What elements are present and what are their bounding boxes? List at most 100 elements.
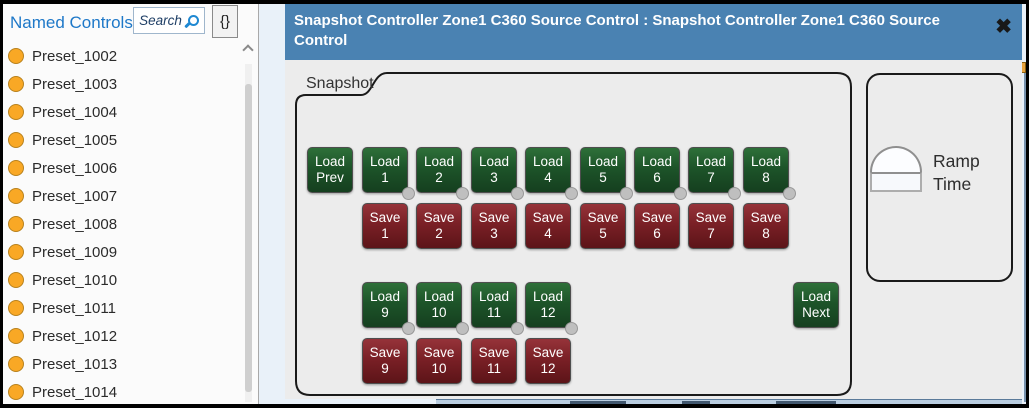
button-label-line: Save [478,345,510,360]
list-item[interactable]: Preset_1011 [3,294,241,322]
preset-label: Preset_1014 [32,383,118,401]
button-label-line: Save [532,210,564,225]
list-item[interactable]: Preset_1002 [3,42,241,70]
load-button[interactable]: Load 4 [525,147,571,193]
save-button[interactable]: Save 8 [743,203,789,249]
preset-led-icon [8,132,24,148]
preset-led-icon [8,244,24,260]
preset-label: Preset_1011 [32,299,116,317]
preset-led-icon [8,300,24,316]
button-label-line: Save [423,345,455,360]
button-label-line: Save [750,210,782,225]
preset-led-icon [8,356,24,372]
load-button[interactable]: Load 9 [362,282,408,328]
button-label-line: 11 [486,305,501,320]
preset-led-icon [8,384,24,400]
button-label-line: 7 [707,226,715,241]
snapshot-led [402,322,415,335]
preset-led-icon [8,216,24,232]
button-label-line: Save [369,345,401,360]
preset-led-icon [8,76,24,92]
knob-dome [870,146,922,172]
button-label-line: 9 [381,361,389,376]
load-button[interactable]: Load 1 [362,147,408,193]
list-item[interactable]: Preset_1006 [3,154,241,182]
button-label-line: Save [695,210,727,225]
button-label-line: Prev [316,170,344,185]
scrollbar-thumb[interactable] [245,84,252,392]
snapshot-led [511,187,524,200]
load-button[interactable]: Load 6 [634,147,680,193]
button-label-line: Load [800,289,832,304]
list-item[interactable]: Preset_1013 [3,350,241,378]
load-button[interactable]: Load 10 [416,282,462,328]
save-button[interactable]: Save 5 [580,203,626,249]
button-label-line: Load [423,289,455,304]
list-item[interactable]: Preset_1007 [3,182,241,210]
button-label-line: 6 [653,170,661,185]
button-label-line: Load [369,289,401,304]
ramp-time-label: Ramp Time [933,150,980,196]
code-braces-button[interactable]: {} [212,5,238,38]
preset-label: Preset_1013 [32,355,118,373]
list-item[interactable]: Preset_1012 [3,322,241,350]
scroll-up-icon[interactable] [242,44,254,56]
save-button[interactable]: Save 3 [471,203,517,249]
button-label-line: Load [423,154,455,169]
button-label-line: Load [478,154,510,169]
button-label-line: Save [641,210,673,225]
button-label-line: 2 [435,170,443,185]
list-item[interactable]: Preset_1005 [3,126,241,154]
button-label-line: 1 [381,226,389,241]
button-label-line: Save [532,345,564,360]
save-button[interactable]: Save 7 [688,203,734,249]
search-icon [187,15,199,26]
button-label-line: Load [695,154,727,169]
load-button[interactable]: Load 2 [416,147,462,193]
close-icon[interactable]: ✖ [995,16,1012,38]
save-button[interactable]: Save 1 [362,203,408,249]
save-button[interactable]: Save 12 [525,338,571,384]
occluded-component-text [776,401,836,404]
save-button[interactable]: Save 9 [362,338,408,384]
load-next-button[interactable]: Load Next [793,282,839,328]
list-item[interactable]: Preset_1004 [3,98,241,126]
preset-label: Preset_1005 [32,131,118,149]
preset-led-icon [8,160,24,176]
button-label-line: 8 [762,170,770,185]
load-button[interactable]: Load 8 [743,147,789,193]
load-button[interactable]: Load 7 [688,147,734,193]
load-button[interactable]: Load 3 [471,147,517,193]
snapshot-led [456,187,469,200]
save-button[interactable]: Save 6 [634,203,680,249]
load-button[interactable]: Load 12 [525,282,571,328]
preset-label: Preset_1003 [32,75,118,93]
save-button[interactable]: Save 11 [471,338,517,384]
load-button[interactable]: Load 11 [471,282,517,328]
list-item[interactable]: Preset_1010 [3,266,241,294]
list-item[interactable]: Preset_1008 [3,210,241,238]
preset-label: Preset_1010 [32,271,118,289]
named-controls-panel: Named Controls Search {} Preset_1002 Pre… [3,4,259,404]
button-label-line: 5 [599,226,607,241]
sidebar-scrollbar[interactable] [242,42,255,404]
save-button[interactable]: Save 2 [416,203,462,249]
search-placeholder: Search [139,13,182,28]
save-button[interactable]: Save 4 [525,203,571,249]
snapshot-led [674,187,687,200]
save-button[interactable]: Save 10 [416,338,462,384]
button-label-line: 9 [381,305,389,320]
button-label-line: Load [750,154,782,169]
list-item[interactable]: Preset_1009 [3,238,241,266]
search-input[interactable]: Search [133,7,205,34]
list-item[interactable]: Preset_1014 [3,378,241,404]
load-button[interactable]: Load 5 [580,147,626,193]
occluded-component-edge [436,399,1022,404]
preset-label: Preset_1006 [32,159,118,177]
load-prev-button[interactable]: Load Prev [307,147,353,193]
ramp-time-knob[interactable] [870,146,922,192]
preset-led-icon [8,272,24,288]
button-label-line: Load [532,289,564,304]
button-label-line: 12 [540,305,556,320]
list-item[interactable]: Preset_1003 [3,70,241,98]
